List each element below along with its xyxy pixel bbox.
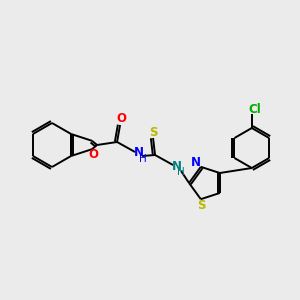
- Text: N: N: [191, 156, 201, 169]
- Text: S: S: [197, 199, 206, 212]
- Text: Cl: Cl: [248, 103, 261, 116]
- Text: S: S: [149, 125, 157, 139]
- Text: O: O: [116, 112, 126, 125]
- Text: H: H: [177, 167, 185, 177]
- Text: N: N: [134, 146, 144, 160]
- Text: H: H: [139, 154, 147, 164]
- Text: O: O: [88, 148, 98, 161]
- Text: N: N: [172, 160, 182, 172]
